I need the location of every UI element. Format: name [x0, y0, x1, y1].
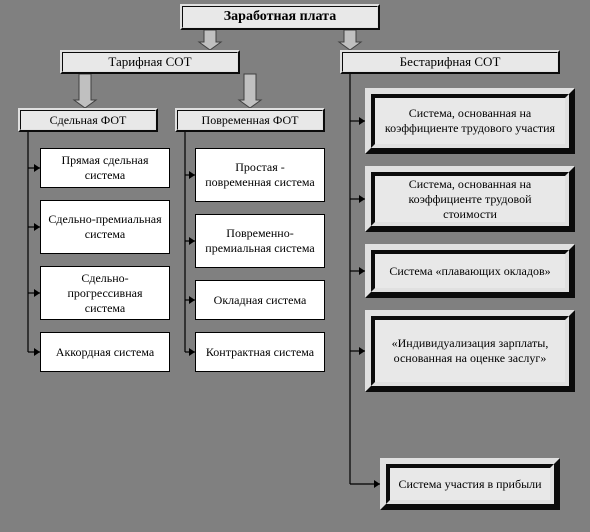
node-sd1: Прямая сдельная система	[40, 148, 170, 188]
node-bt5: Система участия в прибыли	[380, 458, 560, 510]
node-pv4: Контрактная система	[195, 332, 325, 372]
node-sdeln: Сдельная ФОТ	[18, 108, 158, 132]
node-povrem: Повременная ФОТ	[175, 108, 325, 132]
node-bt3: Система «плавающих окладов»	[365, 244, 575, 298]
node-tarif: Тарифная СОТ	[60, 50, 240, 74]
node-pv2: Повременно-премиальная система	[195, 214, 325, 268]
node-bt1: Система, основанная на коэффициенте труд…	[365, 88, 575, 154]
node-pv3: Окладная система	[195, 280, 325, 320]
node-bt4: «Индивидуализация зарплаты, основанная н…	[365, 310, 575, 392]
node-sd3: Сдельно-прогрессивная система	[40, 266, 170, 320]
node-bt2: Система, основанная на коэффициенте труд…	[365, 166, 575, 232]
node-pv1: Простая - повременная система	[195, 148, 325, 202]
node-sd4: Аккордная система	[40, 332, 170, 372]
node-bestarif: Бестарифная СОТ	[340, 50, 560, 74]
node-root: Заработная плата	[180, 4, 380, 30]
node-sd2: Сдельно-премиальная система	[40, 200, 170, 254]
